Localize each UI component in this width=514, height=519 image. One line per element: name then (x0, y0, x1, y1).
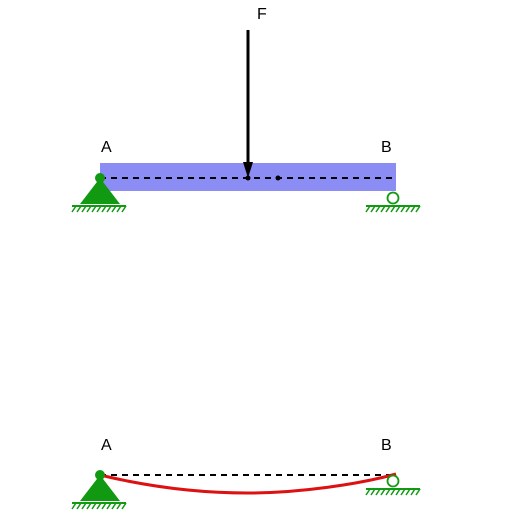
deflection-curve (99, 472, 397, 495)
ground-hatch-icon (71, 205, 127, 213)
roller-support-b-deflected (365, 474, 421, 496)
deflected-support-b-label: B (381, 437, 392, 454)
support-a-label: A (101, 139, 112, 156)
ground-hatch-icon (365, 488, 421, 496)
pin-support-icon (80, 178, 120, 204)
force-label: F (257, 6, 267, 23)
roller-support-b (365, 191, 421, 213)
pin-support-a (71, 173, 127, 213)
beam-axis-dot (275, 175, 281, 181)
force-arrow (243, 30, 253, 178)
pin-joint-icon (95, 173, 105, 183)
force-arrow-head-icon (243, 162, 253, 178)
roller-support-icon (386, 191, 400, 205)
pin-support-a-deflected (71, 470, 127, 510)
pin-support-icon (80, 475, 120, 501)
loaded-beam-view: F A (71, 6, 421, 213)
deflected-support-a-label: A (101, 437, 112, 454)
ground-hatch-icon (71, 502, 127, 510)
support-b-label: B (381, 139, 392, 156)
pin-joint-icon (95, 470, 105, 480)
deflected-beam-view: A B (71, 437, 421, 510)
ground-hatch-icon (365, 205, 421, 213)
roller-support-icon (386, 474, 400, 488)
